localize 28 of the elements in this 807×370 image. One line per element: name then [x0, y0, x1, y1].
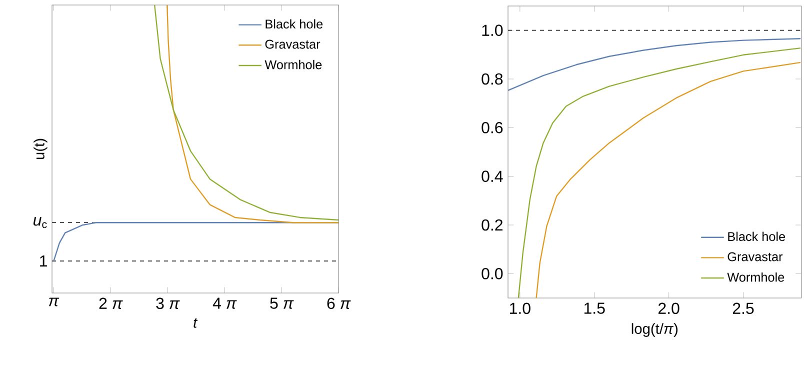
x-tick-label: 2 π [99, 298, 123, 310]
x-axis-title: log(t/π) [632, 323, 678, 337]
legend-label: Gravastar [728, 252, 783, 262]
x-tick-label: 5 π [270, 298, 294, 309]
legend-label: Gravastar [265, 40, 320, 49]
line-series [508, 38, 802, 92]
x-tick-label: 2.0 [658, 302, 680, 314]
x-axis-title: t [194, 318, 198, 328]
y-tick-label: 0.8 [482, 73, 503, 85]
text: u$_{c}$ [34, 217, 47, 228]
legend-label: Black hole [728, 232, 786, 242]
y-axis-title: u(t) [34, 138, 48, 160]
y-tick-label: 0.6 [482, 122, 503, 134]
y-tick-label: 0.4 [482, 170, 503, 182]
legend-label: Black hole [266, 19, 323, 29]
y-tick-label: 0.0 [482, 268, 503, 280]
legend-label: Wormhole [264, 60, 322, 70]
legend-label: Wormhole [727, 272, 784, 282]
x-tick-label: 2.5 [732, 302, 754, 314]
x-tick-label: 3 π [156, 298, 180, 310]
x-tick-label: 1.5 [584, 302, 605, 314]
x-tick-label: 1.0 [510, 302, 530, 314]
y-tick-label: 1.0 [482, 24, 503, 36]
text: 1 [40, 255, 47, 266]
x-tick-label: 6 π [327, 298, 351, 310]
x-tick-label: π [48, 298, 60, 306]
y-tick-label: 0.2 [482, 219, 502, 231]
x-tick-label: 4 π [212, 298, 237, 309]
